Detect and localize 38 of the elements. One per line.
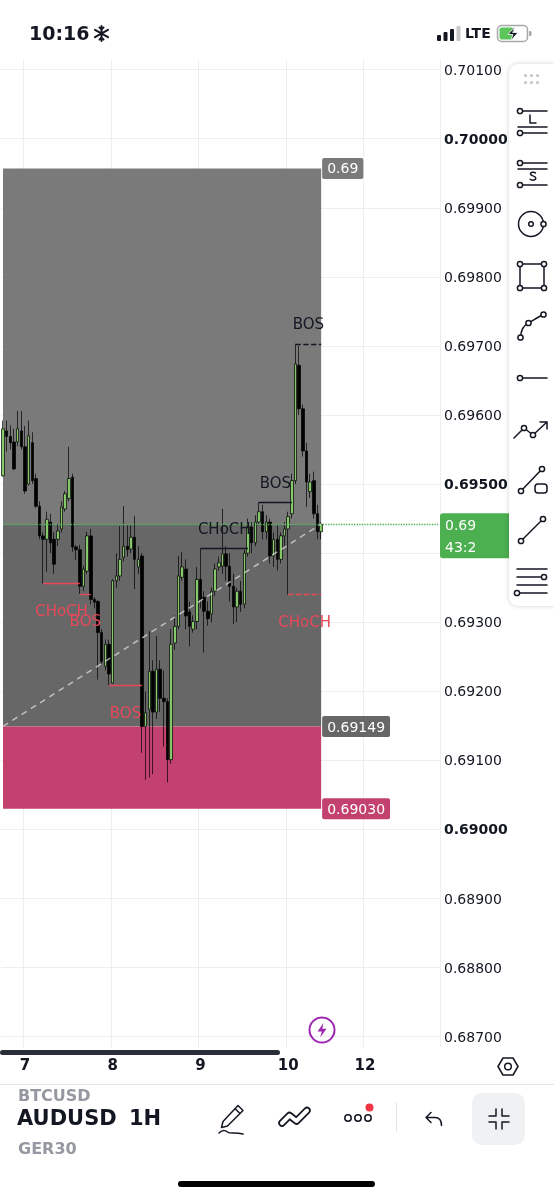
y-tick-label: 0.70000 bbox=[444, 130, 509, 147]
text: BTCUSD bbox=[18, 1086, 91, 1106]
candlestick bbox=[268, 518, 272, 564]
candlestick bbox=[276, 525, 279, 571]
x-tick-label: 8 bbox=[107, 1055, 118, 1074]
band-label: 0.69149 bbox=[327, 718, 386, 735]
candlestick bbox=[261, 504, 264, 540]
y-tick-label: 0.69100 bbox=[444, 752, 502, 769]
y-tick-label: 0.69800 bbox=[444, 268, 502, 285]
y-tick-label: 0.69200 bbox=[444, 683, 502, 700]
y-tick-label: 0.69600 bbox=[444, 407, 502, 424]
candlestick bbox=[78, 544, 82, 595]
band-label: 0.69 bbox=[327, 160, 359, 177]
y-tick-label: 0.68700 bbox=[444, 1028, 502, 1045]
x-tick-label: 9 bbox=[195, 1055, 206, 1074]
text: LTE bbox=[465, 25, 491, 42]
ref-line-label: 0.69 43:2 bbox=[445, 517, 477, 556]
candlestick bbox=[89, 528, 93, 605]
candlestick bbox=[1, 420, 5, 477]
ref-line-label: BOS bbox=[259, 473, 292, 492]
y-tick-label: 0.69300 bbox=[444, 614, 502, 631]
y-tick-label: 0.68900 bbox=[444, 890, 502, 907]
candlestick bbox=[148, 630, 151, 778]
y-tick-label: 0.69700 bbox=[444, 337, 502, 354]
text: 10:16 bbox=[29, 22, 90, 45]
y-tick-label: 0.69000 bbox=[444, 821, 509, 838]
band-label: 0.69030 bbox=[327, 800, 386, 817]
y-tick-label: 0.68800 bbox=[444, 959, 502, 976]
y-tick-label: 0.69500 bbox=[444, 476, 509, 493]
y-tick-label: 0.70100 bbox=[444, 61, 502, 78]
y-tick-label: 0.69900 bbox=[444, 199, 502, 216]
text: GER30 bbox=[18, 1139, 77, 1159]
text: AUDUSD bbox=[17, 1106, 117, 1132]
text: 1H bbox=[129, 1106, 162, 1132]
x-tick-label: 10 bbox=[277, 1055, 299, 1074]
candlestick bbox=[133, 515, 136, 590]
x-tick-label: 7 bbox=[19, 1055, 31, 1074]
x-tick-label: 12 bbox=[354, 1055, 376, 1074]
